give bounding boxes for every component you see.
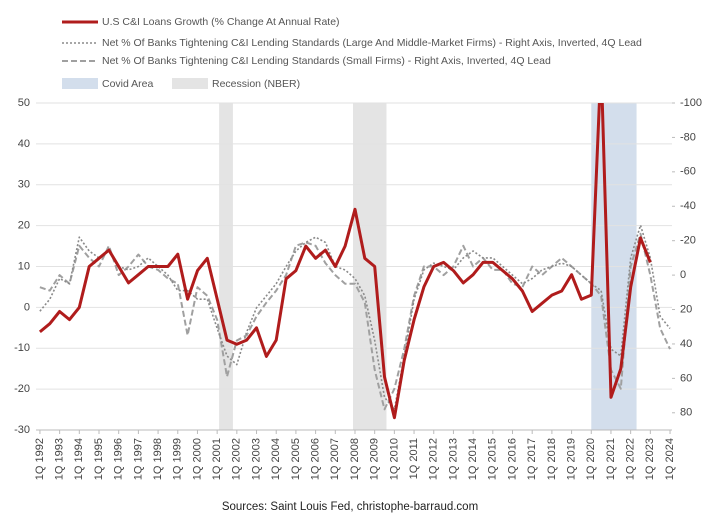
- x-tick-label: 1Q 2020: [585, 438, 597, 480]
- y2-tick-label: -40: [680, 200, 696, 212]
- x-tick-label: 1Q 2012: [428, 438, 440, 480]
- y2-tick-label: -100: [680, 97, 702, 109]
- series-line: [38, 103, 652, 420]
- x-tick-label: 1Q 2019: [565, 438, 577, 480]
- legend-label: Net % Of Banks Tightening C&I Lending St…: [102, 37, 642, 49]
- x-tick-label: 1Q 2021: [605, 438, 617, 480]
- x-tick-label: 1Q 1996: [113, 438, 125, 480]
- y2-tick-label: -60: [680, 166, 696, 178]
- x-tick-label: 1Q 1993: [54, 438, 66, 480]
- y2-tick-label: 0: [680, 269, 686, 281]
- x-tick-label: 1Q 2023: [644, 438, 656, 480]
- x-tick-label: 1Q 2018: [546, 438, 558, 480]
- x-tick-label: 1Q 2013: [447, 438, 459, 480]
- legend-swatch: [62, 78, 98, 89]
- x-tick-label: 1Q 1998: [152, 438, 164, 480]
- y2-tick-label: 40: [680, 338, 692, 350]
- x-tick-label: 1Q 2016: [506, 438, 518, 480]
- legend-label: U.S C&I Loans Growth (% Change At Annual…: [102, 16, 340, 28]
- x-tick-label: 1Q 2015: [487, 438, 499, 480]
- y-tick-label: -20: [14, 383, 30, 395]
- y-tick-label: 50: [18, 97, 30, 109]
- y2-tick-label: 80: [680, 407, 692, 419]
- x-tick-label: 1Q 2010: [388, 438, 400, 480]
- legend-label: Recession (NBER): [212, 78, 300, 90]
- x-tick-label: 1Q 2009: [369, 438, 381, 480]
- x-tick-label: 1Q 2002: [231, 438, 243, 480]
- legend-label: Covid Area: [102, 78, 154, 90]
- y-tick-label: -10: [14, 342, 30, 354]
- x-tick-label: 1Q 2022: [625, 438, 637, 480]
- y-tick-label: 30: [18, 179, 30, 191]
- y-tick-label: 0: [24, 301, 30, 313]
- legend-label: Net % Of Banks Tightening C&I Lending St…: [102, 55, 551, 67]
- x-tick-label: 1Q 2017: [526, 438, 538, 480]
- source-note: Sources: Saint Louis Fed, christophe-bar…: [222, 501, 478, 513]
- x-tick-label: 1Q 2006: [310, 438, 322, 480]
- x-tick-label: 1Q 2005: [290, 438, 302, 480]
- x-tick-label: 1Q 1997: [132, 438, 144, 480]
- series-line: [39, 232, 671, 411]
- y-tick-label: 10: [18, 260, 30, 272]
- y2-tick-label: -20: [680, 235, 696, 247]
- x-tick-label: 1Q 2000: [191, 438, 203, 480]
- x-tick-label: 1Q 2024: [664, 438, 676, 480]
- legend: U.S C&I Loans Growth (% Change At Annual…: [62, 16, 642, 90]
- y2-tick-label: -80: [680, 131, 696, 143]
- y-tick-label: -30: [14, 424, 30, 436]
- x-tick-label: 1Q 2014: [467, 438, 479, 480]
- x-tick-label: 1Q 2001: [211, 438, 223, 480]
- x-tick-label: 1Q 2007: [329, 438, 341, 480]
- y2-tick-label: 60: [680, 372, 692, 384]
- y2-tick-label: 20: [680, 303, 692, 315]
- y-tick-label: 40: [18, 138, 30, 150]
- y-tick-label: 20: [18, 220, 30, 232]
- legend-swatch: [172, 78, 208, 89]
- x-tick-label: 1Q 1999: [172, 438, 184, 480]
- x-tick-label: 1Q 2004: [270, 438, 282, 480]
- x-tick-label: 1Q 1992: [34, 438, 46, 480]
- x-tick-label: 1Q 1994: [73, 438, 85, 480]
- x-tick-label: 1Q 2011: [408, 438, 420, 479]
- lines: [38, 103, 671, 420]
- x-tick-label: 1Q 1995: [93, 438, 105, 480]
- grid: [36, 102, 672, 431]
- x-tick-label: 1Q 2008: [349, 438, 361, 480]
- x-tick-label: 1Q 2003: [250, 438, 262, 480]
